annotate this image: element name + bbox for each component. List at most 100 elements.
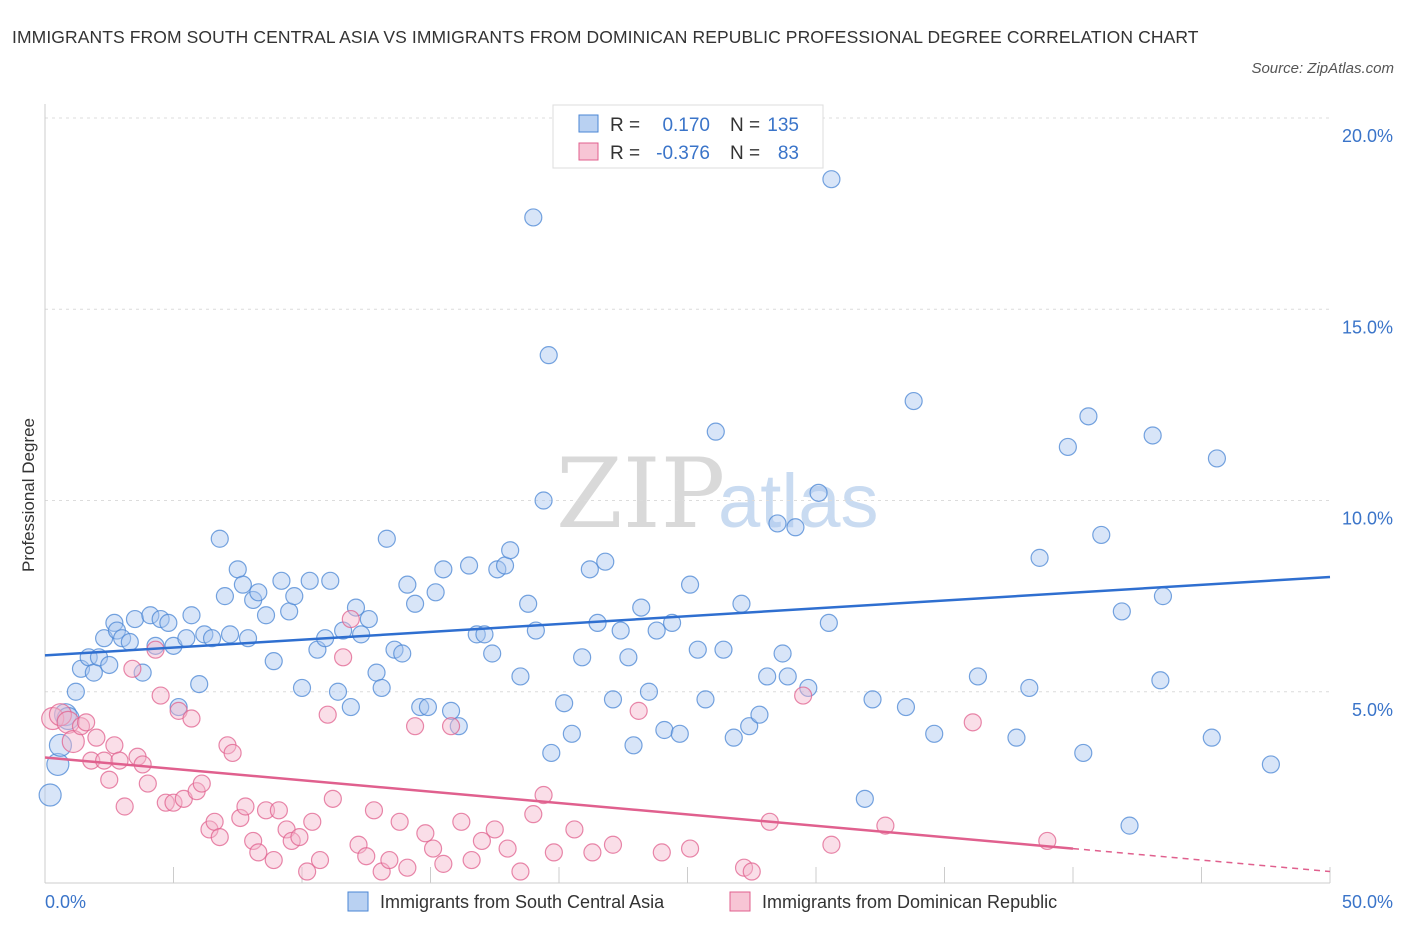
blue-point-29: [210, 529, 229, 548]
blue-point-105: [773, 644, 792, 663]
pink-point-67: [534, 785, 553, 805]
blue-point-109: [809, 483, 828, 502]
stats-legend: R = 0.170 N = 135 R = -0.376 N = 83: [552, 104, 824, 169]
series-dominican-republic-points: [41, 609, 1057, 881]
pink-point-73: [652, 843, 671, 862]
pink-point-54: [398, 858, 417, 877]
blue-point-2: [48, 733, 73, 757]
x-tick-labels: 0.0% 50.0%: [45, 892, 1393, 912]
gridlines: [45, 117, 1330, 693]
blue-point-89: [639, 682, 659, 701]
pink-point-49: [357, 847, 376, 866]
pink-point-34: [249, 843, 268, 862]
pink-point-53: [390, 812, 409, 831]
blue-point-81: [580, 560, 599, 579]
pink-point-76: [742, 862, 761, 881]
blue-point-50: [346, 598, 366, 617]
pink-point-56: [416, 824, 435, 843]
blue-point-100: [732, 594, 751, 613]
blue-point-66: [459, 556, 479, 575]
blue-point-57: [393, 644, 412, 663]
pink-point-2: [56, 710, 80, 734]
blue-point-87: [624, 736, 643, 755]
blue-point-91: [655, 720, 674, 740]
blue-point-24: [177, 629, 196, 648]
blue-point-97: [706, 422, 725, 441]
pink-point-62: [472, 831, 491, 851]
blue-point-25: [182, 606, 201, 625]
y-tick-label-1: 10.0%: [1342, 509, 1393, 529]
blue-point-21: [159, 613, 178, 633]
blue-point-126: [1143, 426, 1162, 445]
blue-point-116: [968, 667, 988, 686]
series-legend-label-pink: Immigrants from Dominican Republic: [762, 892, 1057, 912]
pink-point-16: [138, 774, 157, 793]
blue-point-134: [822, 170, 841, 189]
pink-point-55: [405, 717, 425, 736]
blue-point-86: [619, 648, 638, 667]
blue-point-11: [100, 655, 119, 675]
blue-point-43: [300, 571, 319, 590]
blue-point-16: [125, 609, 145, 629]
blue-point-121: [1074, 743, 1093, 763]
blue-point-85: [611, 621, 630, 640]
pink-point-70: [583, 843, 602, 862]
legend-swatch-pink: [578, 142, 599, 161]
y-axis-title: Professional Degree: [19, 418, 38, 572]
x-tick-label-1: 50.0%: [1342, 892, 1393, 912]
blue-point-122: [1079, 407, 1098, 426]
pink-point-60: [452, 812, 471, 831]
pink-point-35: [256, 801, 276, 820]
pink-point-79: [822, 835, 841, 854]
blue-point-65: [449, 717, 468, 736]
pink-point-36: [264, 850, 283, 870]
blue-point-99: [724, 728, 743, 747]
blue-point-130: [1207, 449, 1227, 468]
blue-point-62: [426, 583, 445, 602]
blue-point-114: [904, 391, 923, 411]
pink-point-59: [441, 717, 461, 736]
pink-point-65: [511, 862, 530, 881]
blue-point-47: [328, 682, 348, 701]
legend-n-label-1: N =: [730, 115, 760, 136]
legend-r-label-2: R =: [610, 143, 640, 164]
blue-point-110: [819, 613, 838, 633]
pink-point-42: [303, 812, 322, 831]
blue-point-79: [562, 724, 581, 743]
blue-point-72: [501, 541, 520, 560]
blue-point-33: [233, 575, 252, 594]
blue-point-80: [573, 648, 592, 667]
blue-point-103: [758, 667, 777, 686]
watermark-zip: ZIP: [556, 438, 725, 550]
axes: [44, 104, 1331, 884]
blue-point-132: [539, 346, 558, 365]
blue-point-53: [367, 663, 386, 682]
blue-point-123: [1092, 525, 1111, 545]
blue-point-8: [84, 663, 103, 682]
series-legend-label-blue: Immigrants from South Central Asia: [380, 892, 665, 912]
blue-point-131: [1261, 755, 1280, 774]
pink-point-40: [290, 827, 309, 847]
blue-point-60: [411, 697, 430, 717]
blue-point-5: [66, 682, 85, 701]
blue-point-61: [418, 697, 438, 717]
blue-point-63: [434, 560, 453, 579]
blue-point-38: [264, 652, 283, 671]
blue-point-133: [524, 208, 543, 227]
blue-point-96: [696, 690, 715, 709]
blue-point-41: [285, 587, 304, 606]
blue-point-120: [1058, 437, 1077, 457]
pink-point-63: [485, 820, 504, 839]
blue-point-0: [38, 783, 62, 807]
blue-point-28: [202, 629, 222, 648]
pink-point-13: [123, 659, 142, 678]
blue-point-26: [190, 674, 209, 694]
blue-point-113: [896, 697, 916, 717]
blue-point-129: [1202, 728, 1221, 747]
blue-point-111: [855, 789, 874, 808]
trend-line-blue: [44, 575, 1331, 657]
blue-point-125: [1120, 816, 1139, 835]
pink-point-23: [182, 709, 201, 728]
pink-point-11: [110, 751, 129, 770]
